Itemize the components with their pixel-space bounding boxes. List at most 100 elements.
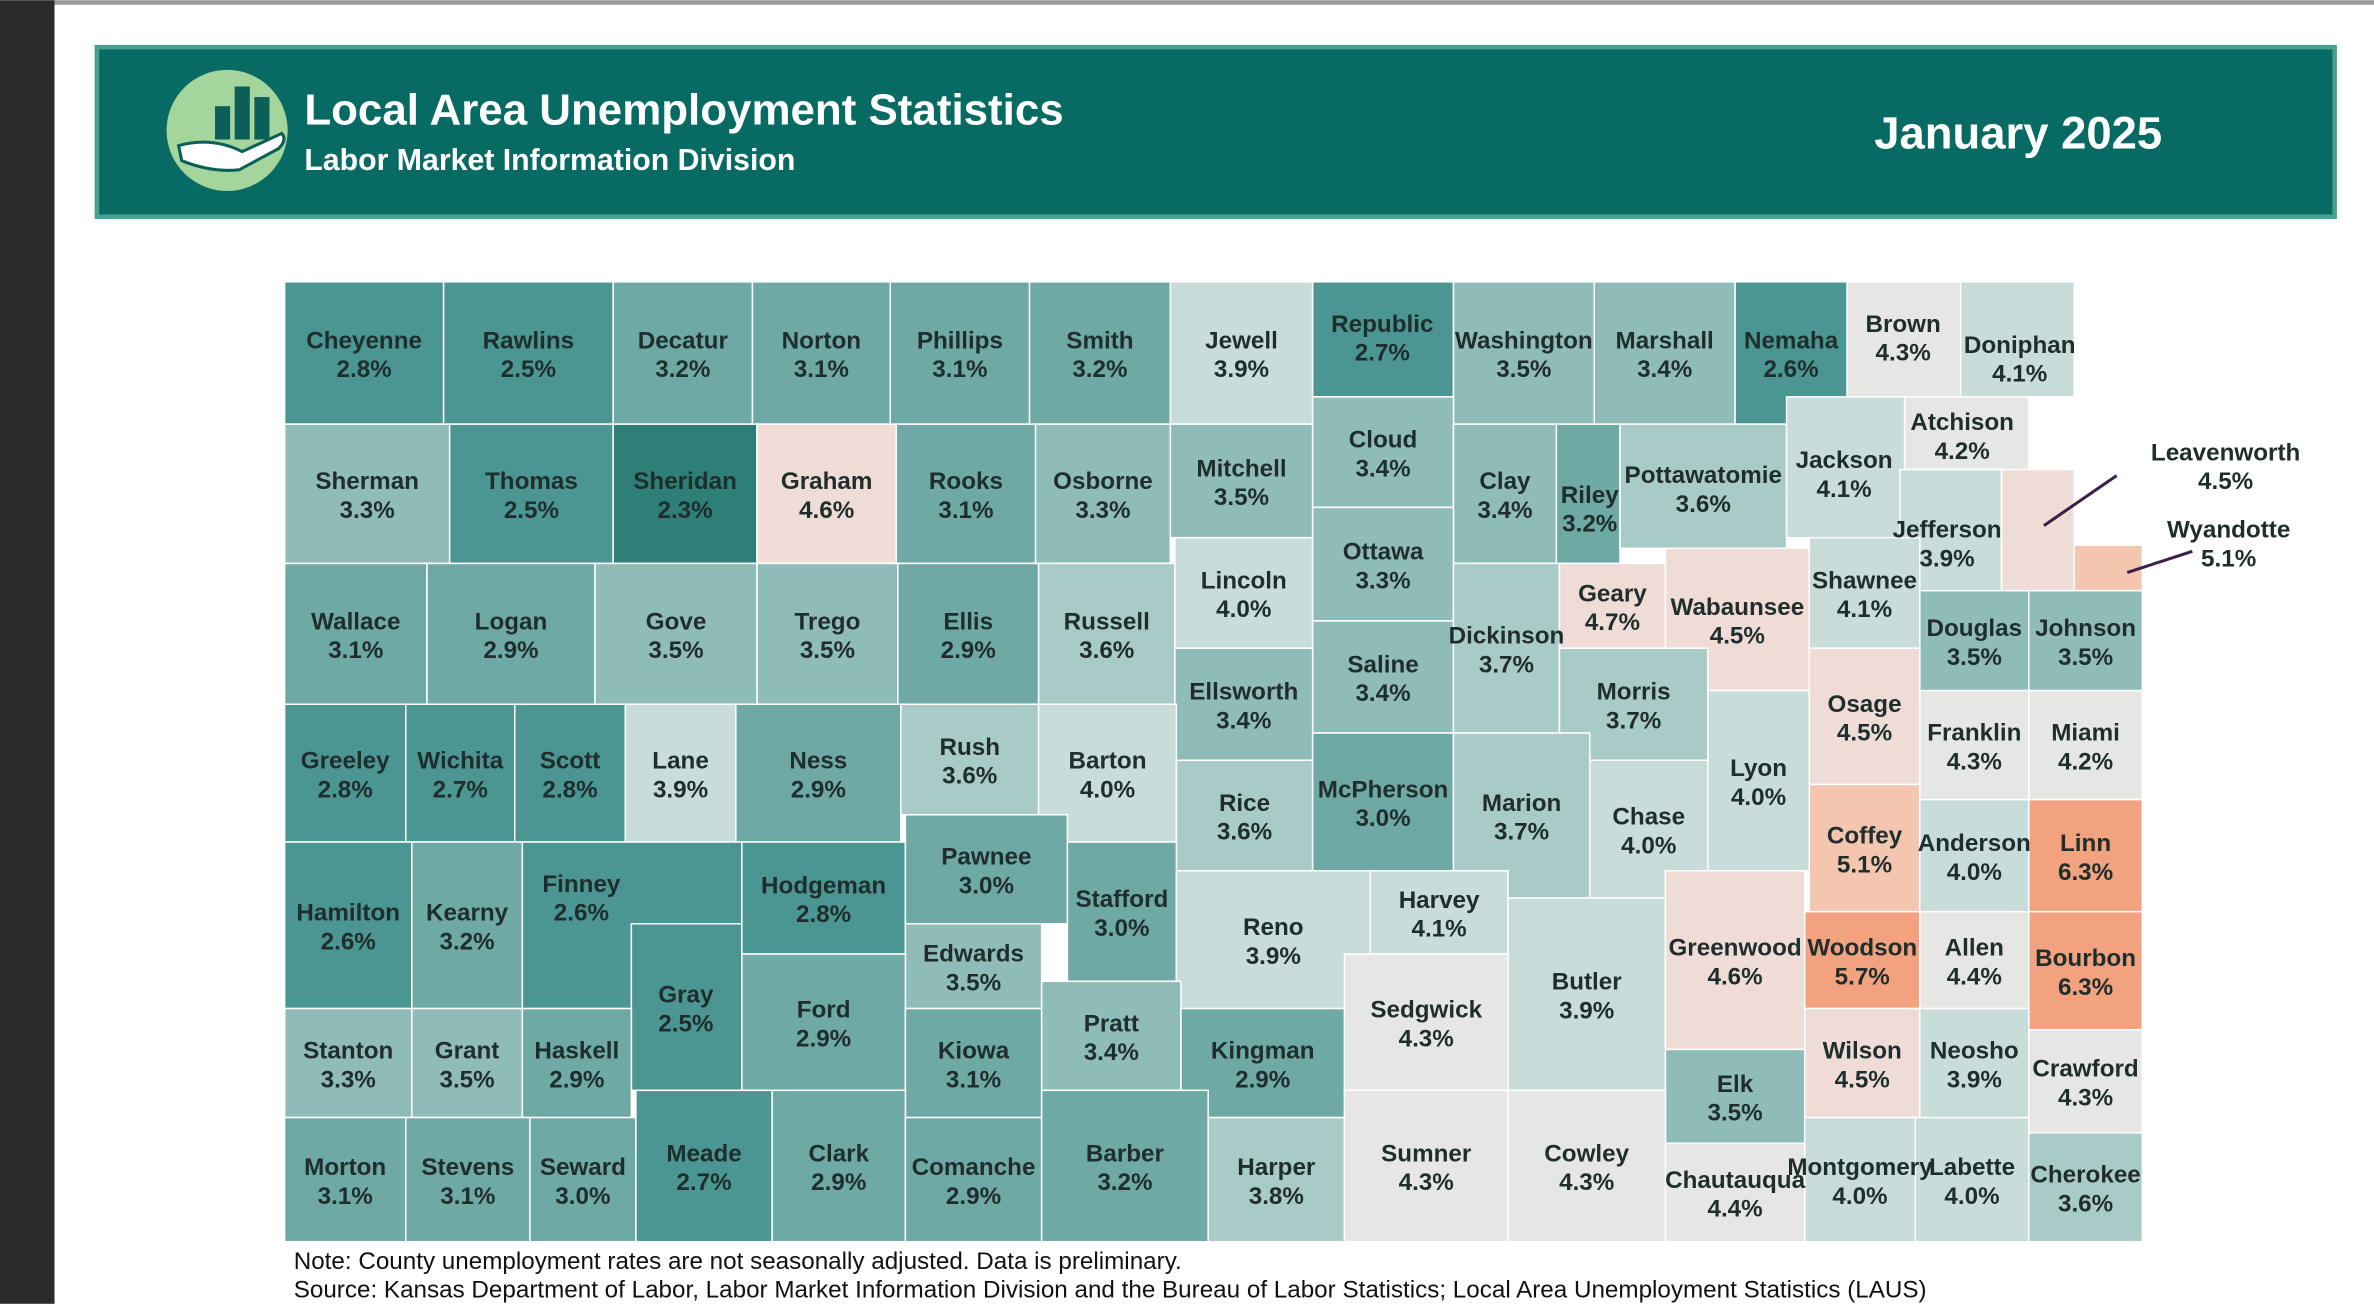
- county-rate: 2.8%: [796, 901, 851, 928]
- county-name: Russell: [1064, 608, 1150, 635]
- county-rate: 3.3%: [1075, 497, 1130, 524]
- county: [1169, 281, 1314, 425]
- county-rate: 2.9%: [796, 1025, 851, 1052]
- county-name: Kingman: [1211, 1038, 1315, 1065]
- county-rate: 4.5%: [1710, 623, 1765, 650]
- county: [904, 1007, 1043, 1119]
- county: [1175, 870, 1371, 1010]
- county-name: Montgomery: [1787, 1154, 1933, 1181]
- county: [1903, 396, 2030, 471]
- county-rate: 6.3%: [2058, 974, 2113, 1001]
- county-name: Miami: [2051, 720, 2120, 747]
- county: [900, 703, 1040, 816]
- county: [1846, 281, 1962, 398]
- county-name: Graham: [781, 468, 873, 495]
- county-rate: 3.2%: [1097, 1169, 1152, 1196]
- county-rate: 5.1%: [1837, 851, 1892, 878]
- county: [411, 841, 524, 1010]
- logo-bar: [254, 97, 270, 140]
- county: [1311, 281, 1455, 398]
- county-rate: 3.1%: [946, 1066, 1001, 1093]
- county-name: Washington: [1455, 327, 1593, 354]
- county: [1037, 562, 1176, 705]
- county: [1343, 953, 1509, 1092]
- county: [1207, 1116, 1346, 1243]
- county: [1664, 1142, 1806, 1243]
- county-rate: 2.9%: [811, 1169, 866, 1196]
- county-rate: 3.2%: [1072, 356, 1127, 383]
- county-rate: 4.0%: [1731, 784, 1786, 811]
- county-rate: 3.6%: [1217, 819, 1272, 846]
- county: [1619, 423, 1788, 550]
- county-rate: 3.4%: [1216, 707, 1271, 734]
- county-name: Jefferson: [1893, 517, 2002, 544]
- county: [1808, 783, 1921, 913]
- county: [630, 923, 743, 1092]
- county-name: Clark: [808, 1140, 869, 1167]
- county-name: Hodgeman: [761, 872, 886, 899]
- county-rate: 4.0%: [1621, 832, 1676, 859]
- county-name: Cowley: [1544, 1140, 1629, 1167]
- county: [756, 562, 899, 705]
- county-rate: 5.7%: [1835, 963, 1890, 990]
- county-rate: 4.2%: [1935, 438, 1990, 465]
- county-rate: 3.7%: [1606, 707, 1661, 734]
- county: [1028, 281, 1172, 425]
- county-rate: 3.9%: [1919, 545, 1974, 572]
- county-name: Ellsworth: [1189, 679, 1298, 706]
- label-layer: Cheyenne2.8%Rawlins2.5%Decatur3.2%Norton…: [296, 311, 2300, 1223]
- county-rate: 2.9%: [946, 1183, 1001, 1210]
- county-name: Stanton: [303, 1038, 393, 1065]
- county-name: Shawnee: [1812, 567, 1917, 594]
- county: [1919, 689, 2030, 801]
- county-rate: 4.5%: [1837, 720, 1892, 747]
- county: [904, 923, 1043, 1010]
- county: [1785, 396, 1906, 539]
- county-name: Ottawa: [1343, 539, 1424, 566]
- county-rate: 3.6%: [1676, 491, 1731, 518]
- county-name: Butler: [1552, 969, 1623, 996]
- county-rate: 3.2%: [439, 929, 494, 956]
- county-name: Barber: [1086, 1140, 1165, 1167]
- county: [2028, 798, 2144, 913]
- county-rate: 2.9%: [791, 776, 846, 803]
- county-rate: 3.0%: [1094, 915, 1149, 942]
- county-name: Nemaha: [1744, 327, 1839, 354]
- county-name: McPherson: [1318, 776, 1449, 803]
- county-rate: 3.4%: [1355, 680, 1410, 707]
- county-name: Kiowa: [938, 1038, 1010, 1065]
- county: [1066, 841, 1178, 983]
- county-name: Geary: [1578, 580, 1647, 607]
- county-rate: 2.8%: [542, 776, 597, 803]
- county-name: Wyandotte: [2167, 517, 2290, 544]
- county-rate: 5.1%: [2201, 545, 2256, 572]
- title: Local Area Unemployment Statistics: [304, 85, 1063, 134]
- county-name: Riley: [1561, 482, 1619, 509]
- county: [2028, 1131, 2144, 1243]
- county: [1664, 870, 1806, 1051]
- county-rate: 4.1%: [1992, 361, 2047, 388]
- county: [411, 1007, 524, 1119]
- county-rate: 3.0%: [1355, 805, 1410, 832]
- county-name: Ford: [797, 997, 851, 1024]
- county-rate: 4.5%: [2198, 468, 2253, 495]
- county-name: Decatur: [638, 327, 729, 354]
- county-rate: 4.3%: [2058, 1084, 2113, 1111]
- county-rate: 4.3%: [1399, 1025, 1454, 1052]
- county: [1808, 647, 1921, 786]
- county: [1311, 620, 1455, 734]
- county-rate: 4.3%: [1559, 1169, 1614, 1196]
- county-name: Dickinson: [1449, 623, 1565, 650]
- county-rate: 3.9%: [1559, 997, 1614, 1024]
- county-name: Scott: [540, 748, 601, 775]
- county-rate: 3.3%: [321, 1066, 376, 1093]
- county: [612, 281, 754, 425]
- county: [1507, 1089, 1667, 1243]
- county-rate: 3.3%: [340, 497, 395, 524]
- county: [2028, 1028, 2144, 1134]
- county: [1034, 423, 1172, 565]
- county-name: Meade: [666, 1140, 741, 1167]
- county-name: Woodson: [1807, 935, 1917, 962]
- county: [895, 423, 1037, 565]
